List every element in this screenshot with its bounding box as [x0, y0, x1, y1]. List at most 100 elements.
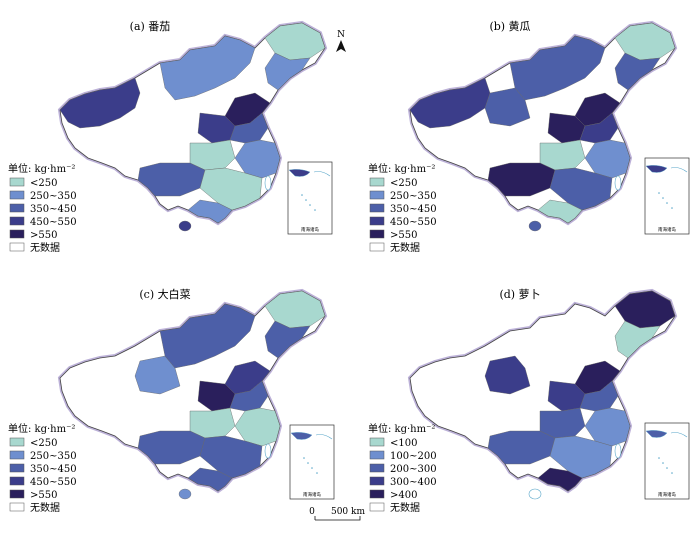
- legend-swatch: [369, 177, 385, 187]
- legend-swatch: [369, 502, 385, 512]
- province-region: [59, 77, 141, 129]
- province-region: [579, 112, 619, 144]
- legend-swatch: [9, 502, 25, 512]
- legend: 单位: kg·hm⁻² <250 250~350 350~450 450~550…: [8, 422, 77, 514]
- province-region: [229, 380, 269, 412]
- province-region: [484, 87, 531, 127]
- panel-title: (c) 大白菜: [139, 287, 190, 301]
- legend-swatch: [9, 190, 25, 200]
- legend-label: 无数据: [30, 501, 60, 514]
- legend: 单位: kg·hm⁻² <250 250~350 350~450 450~550…: [8, 162, 77, 254]
- legend-label: <100: [390, 438, 417, 449]
- legend-swatch: [9, 177, 25, 187]
- legend-label: <250: [30, 178, 57, 189]
- province-region: [229, 112, 269, 144]
- china-map: [58, 289, 327, 500]
- legend-label: <250: [30, 438, 57, 449]
- legend-swatch: [369, 242, 385, 252]
- inset-label: 南海诸岛: [658, 226, 676, 233]
- legend-swatch: [9, 489, 25, 499]
- legend-label: 无数据: [30, 241, 60, 254]
- legend-swatch: [9, 242, 25, 252]
- province-region: [187, 467, 233, 492]
- legend-label: >550: [390, 230, 417, 241]
- inset-label: 南海诸岛: [658, 491, 676, 498]
- province-region: [614, 320, 661, 359]
- panel-title: (d) 萝卜: [499, 288, 540, 301]
- province-region: [264, 320, 311, 359]
- province-region: [579, 380, 619, 412]
- legend-label: 250~350: [30, 191, 77, 202]
- legend-title: 单位: kg·hm⁻²: [368, 422, 435, 435]
- province-region: [264, 52, 311, 91]
- legend-swatch: [9, 437, 25, 447]
- legend-swatch: [369, 203, 385, 213]
- panel-title: (b) 黄瓜: [489, 19, 530, 33]
- legend-swatch: [369, 450, 385, 460]
- province-region: [537, 199, 583, 224]
- legend-label: 250~350: [30, 451, 77, 462]
- legend-label: 100~200: [390, 451, 437, 462]
- legend-label: 350~450: [30, 464, 77, 475]
- legend-label: 450~550: [30, 477, 77, 488]
- legend-swatch: [9, 203, 25, 213]
- china-map: [408, 289, 677, 500]
- legend-swatch: [369, 476, 385, 486]
- province-region: [487, 162, 556, 197]
- panel-b: (b) 黄瓜 单位: kg·hm⁻² <250 250~350: [368, 19, 690, 254]
- inset-label: 南海诸岛: [301, 226, 319, 233]
- china-map: [58, 21, 327, 232]
- province-region: [484, 355, 531, 395]
- legend-label: >400: [390, 490, 417, 501]
- legend-title: 单位: kg·hm⁻²: [8, 422, 75, 435]
- legend-label: 450~550: [390, 217, 437, 228]
- legend: 单位: kg·hm⁻² <100 100~200 200~300 300~400…: [368, 422, 437, 514]
- province-region: [537, 467, 583, 492]
- legend-label: 350~450: [390, 204, 437, 215]
- province-region: [187, 199, 233, 224]
- legend-label: <250: [390, 178, 417, 189]
- legend-label: >550: [30, 230, 57, 241]
- legend-swatch: [369, 463, 385, 473]
- province-region: [159, 303, 256, 369]
- legend-swatch: [9, 463, 25, 473]
- province-region: [137, 430, 206, 465]
- legend-label: 450~550: [30, 217, 77, 228]
- legend-label: >550: [30, 490, 57, 501]
- south-china-sea-inset: 南海诸岛: [287, 161, 333, 235]
- legend-title: 单位: kg·hm⁻²: [8, 162, 75, 175]
- province-region: [614, 52, 661, 91]
- legend-swatch: [9, 216, 25, 226]
- legend-swatch: [369, 216, 385, 226]
- legend-swatch: [9, 450, 25, 460]
- north-label: N: [337, 30, 345, 40]
- panel-c: (c) 大白菜 单位: kg·hm⁻² <250 250~350: [8, 287, 335, 514]
- south-china-sea-inset: 南海诸岛: [644, 422, 690, 500]
- legend-title: 单位: kg·hm⁻²: [368, 162, 435, 175]
- scale-distance: 500 km: [331, 507, 365, 517]
- legend: 单位: kg·hm⁻² <250 250~350 350~450 450~550…: [368, 162, 437, 254]
- legend-swatch: [369, 489, 385, 499]
- province-region: [137, 162, 206, 197]
- province-region: [487, 430, 556, 465]
- province-region: [159, 35, 256, 101]
- china-map: [408, 21, 677, 232]
- legend-swatch: [369, 190, 385, 200]
- legend-swatch: [369, 437, 385, 447]
- panel-title: (a) 番茄: [130, 19, 171, 33]
- province-region: [134, 355, 181, 395]
- legend-label: 无数据: [390, 241, 420, 254]
- scale-bar: 0 500 km: [309, 507, 365, 521]
- legend-label: 350~450: [30, 204, 77, 215]
- legend-swatch: [9, 476, 25, 486]
- scale-zero: 0: [309, 507, 315, 517]
- legend-label: 300~400: [390, 477, 437, 488]
- panel-d: (d) 萝卜 单位: kg·hm⁻² <100 100~200 200: [368, 288, 690, 514]
- legend-swatch: [369, 229, 385, 239]
- legend-label: 200~300: [390, 464, 437, 475]
- south-china-sea-inset: 南海诸岛: [644, 157, 690, 235]
- legend-label: 250~350: [390, 191, 437, 202]
- panel-a: (a) 番茄: [8, 19, 346, 254]
